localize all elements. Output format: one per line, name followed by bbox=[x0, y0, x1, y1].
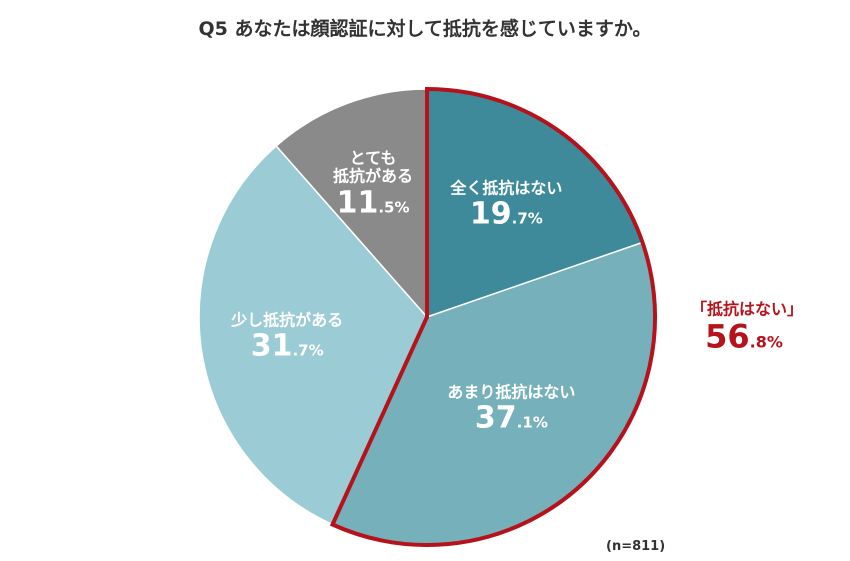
slice-value-dec: .7% bbox=[292, 341, 324, 360]
chart-title: Q5 あなたは顔認証に対して抵抗を感じていますか。 bbox=[198, 18, 652, 40]
slice-label: 全く抵抗はない 19.7% bbox=[450, 178, 563, 233]
slice-label-name: あまり抵抗はない bbox=[447, 382, 576, 402]
slice-value-dec: .1% bbox=[516, 413, 548, 432]
group-value-dec: .8% bbox=[749, 332, 783, 352]
slice-label: あまり抵抗はない 37.1% bbox=[447, 382, 576, 437]
slice-value-int: 19 bbox=[469, 196, 512, 232]
slice-label: とても 抵抗がある 11.5% bbox=[333, 148, 414, 221]
pie-slice-3 bbox=[275, 88, 428, 319]
slice-value-int: 31 bbox=[250, 328, 293, 364]
slice-label: 少し抵抗がある 31.7% bbox=[231, 310, 344, 365]
pie-slice-2 bbox=[198, 144, 428, 526]
group-value-int: 56 bbox=[705, 317, 750, 356]
group-name: 「抵抗はない」 bbox=[691, 299, 804, 319]
slice-value: 19.7% bbox=[450, 196, 562, 233]
sample-size-note: (n=811) bbox=[606, 539, 666, 554]
highlight-group-label: 「抵抗はない」 56.8% bbox=[691, 299, 804, 356]
slice-value: 31.7% bbox=[231, 328, 343, 365]
slice-label-name: 全く抵抗はない bbox=[450, 178, 563, 198]
slice-value: 11.5% bbox=[333, 184, 413, 221]
slice-value-int: 11 bbox=[336, 184, 379, 220]
highlight-outline bbox=[329, 86, 657, 547]
slice-label-name: とても 抵抗がある bbox=[333, 148, 414, 186]
slice-value: 37.1% bbox=[447, 400, 575, 437]
slice-value-dec: .7% bbox=[511, 209, 543, 228]
slice-label-name: 少し抵抗がある bbox=[231, 310, 344, 330]
slice-value-int: 37 bbox=[474, 400, 517, 436]
slice-value-dec: .5% bbox=[378, 197, 410, 216]
